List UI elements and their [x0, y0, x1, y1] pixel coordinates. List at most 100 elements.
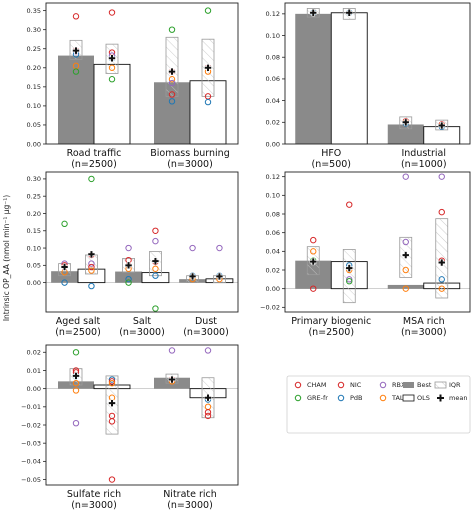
legend-swatch-best — [403, 382, 414, 388]
panel-frame — [45, 2, 239, 145]
legend-item-tal: TAL — [379, 394, 404, 402]
legend-item-cham: CHAM — [294, 381, 326, 389]
y-tick-label: 0.20 — [27, 64, 41, 72]
y-tick-label: −0.02 — [260, 304, 280, 312]
ols-mean-marker — [88, 251, 95, 258]
best-bar — [51, 271, 78, 283]
best-point-rbx — [72, 419, 80, 427]
best-mean-marker — [310, 9, 317, 16]
ols-point-nic — [88, 263, 95, 271]
y-tick-label: 0.25 — [27, 45, 41, 53]
y-tick-label: 0.06 — [266, 229, 280, 237]
legend-item-ols: OLS — [402, 394, 430, 402]
ols-point-tal — [108, 64, 116, 71]
y-tick-label: 0.02 — [266, 266, 280, 274]
category-label: Biomass burning — [150, 148, 229, 159]
ols-bar — [330, 12, 368, 145]
panel-2: 0.00 0.02 0.04 0.06 0.08 0.10 0.12 HFO(n=500) In… — [266, 2, 471, 170]
category-label: Industrial — [401, 148, 446, 159]
ols-point-pdb — [438, 276, 445, 283]
ols-iqr-box — [342, 249, 356, 304]
best-mean-marker — [72, 372, 80, 380]
best-point-tal — [168, 76, 176, 83]
category-msa-rich: MSA rich(n=3000) — [387, 173, 461, 338]
category-label: Road traffic — [67, 148, 122, 159]
category-hfo: HFO(n=500) — [295, 8, 368, 170]
ols-point-tal — [438, 285, 445, 292]
best-point-gre-fr — [72, 68, 80, 75]
category-count: (n=2500) — [71, 159, 117, 170]
category-count: (n=3000) — [167, 159, 213, 170]
y-tick-label: 0.35 — [27, 7, 41, 15]
ols-point-rbx — [438, 173, 445, 180]
category-salt: Salt(n=3000) — [115, 227, 170, 338]
ols-point-cham — [108, 418, 116, 425]
category-sulfate-rich: Sulfate rich(n=3000) — [58, 349, 131, 511]
legend-label: PdB — [350, 394, 363, 402]
y-tick-label: 0.10 — [27, 102, 41, 110]
y-tick-label: 0.10 — [27, 244, 41, 252]
y-tick-label: 0.02 — [266, 119, 280, 127]
legend-swatch-ols — [402, 394, 415, 402]
best-bar — [387, 124, 424, 144]
legend-label: RBX — [392, 381, 406, 389]
y-tick-label: −0.05 — [21, 476, 41, 484]
category-label: Sulfate rich — [67, 489, 121, 500]
best-mean-marker — [125, 262, 132, 269]
ols-point-cham — [346, 201, 353, 208]
legend-frame — [286, 375, 471, 434]
best-point-tal — [402, 266, 409, 274]
category-count: (n=2500) — [308, 327, 354, 338]
best-point-pdb — [168, 98, 176, 105]
ols-point-rbx — [152, 237, 159, 245]
best-mean-marker — [402, 251, 409, 259]
category-count: (n=500) — [311, 159, 351, 170]
panel-frame — [45, 344, 239, 486]
legend-marker — [379, 381, 387, 389]
legend-label: NIC — [350, 381, 362, 389]
ols-mean-marker — [346, 264, 353, 272]
ols-point-nic — [204, 409, 212, 416]
y-tick-label: 0.12 — [266, 173, 280, 181]
y-tick-label: 0.30 — [27, 26, 41, 34]
best-point-pdb — [125, 275, 132, 283]
legend-item-nic: NIC — [337, 381, 362, 389]
legend-item-gre-fr: GRE-fr — [294, 394, 328, 402]
category-label: Aged salt — [56, 316, 101, 327]
legend-label: CHAM — [307, 381, 326, 389]
category-label: Primary biogenic — [291, 316, 371, 327]
best-bar — [387, 284, 424, 289]
ols-mean-marker — [108, 55, 116, 62]
best-point-cham — [168, 91, 176, 98]
category-count: (n=3000) — [71, 500, 117, 511]
ols-point-rbx — [216, 244, 223, 252]
category-label: Salt — [133, 316, 151, 327]
best-point-gre-fr — [125, 279, 132, 286]
best-point-gre-fr — [168, 26, 176, 33]
best-point-tal — [72, 387, 80, 394]
category-nitrate-rich: Nitrate rich(n=3000) — [154, 347, 227, 511]
ols-point-tal — [108, 379, 116, 387]
best-point-rbx — [168, 79, 176, 87]
best-point-tal — [72, 379, 80, 387]
y-tick-label: 0.04 — [266, 97, 280, 105]
y-tick-label: 0.15 — [27, 227, 41, 235]
ols-mean-marker — [152, 257, 159, 265]
best-bar — [58, 55, 94, 144]
ols-mean-marker — [438, 259, 445, 266]
legend-swatch-mean — [437, 394, 444, 402]
y-tick-label: 0.00 — [27, 279, 41, 287]
legend-label: OLS — [417, 394, 430, 402]
ols-mean-marker — [204, 64, 212, 71]
y-tick-label: 0.02 — [27, 349, 41, 357]
y-tick-label: −0.01 — [21, 403, 41, 411]
best-point-gre-fr — [61, 220, 68, 228]
legend-label: TAL — [391, 394, 404, 402]
panel-4: −0.02 0.00 0.02 0.04 0.06 0.08 0.10 0.12 Primary… — [260, 171, 471, 338]
best-point-tal — [402, 285, 409, 292]
category-label: MSA rich — [403, 316, 445, 327]
legend-marker — [337, 394, 345, 402]
panel-frame — [284, 171, 471, 313]
best-point-cham — [310, 236, 317, 244]
legend-item-pdb: PdB — [337, 394, 363, 402]
